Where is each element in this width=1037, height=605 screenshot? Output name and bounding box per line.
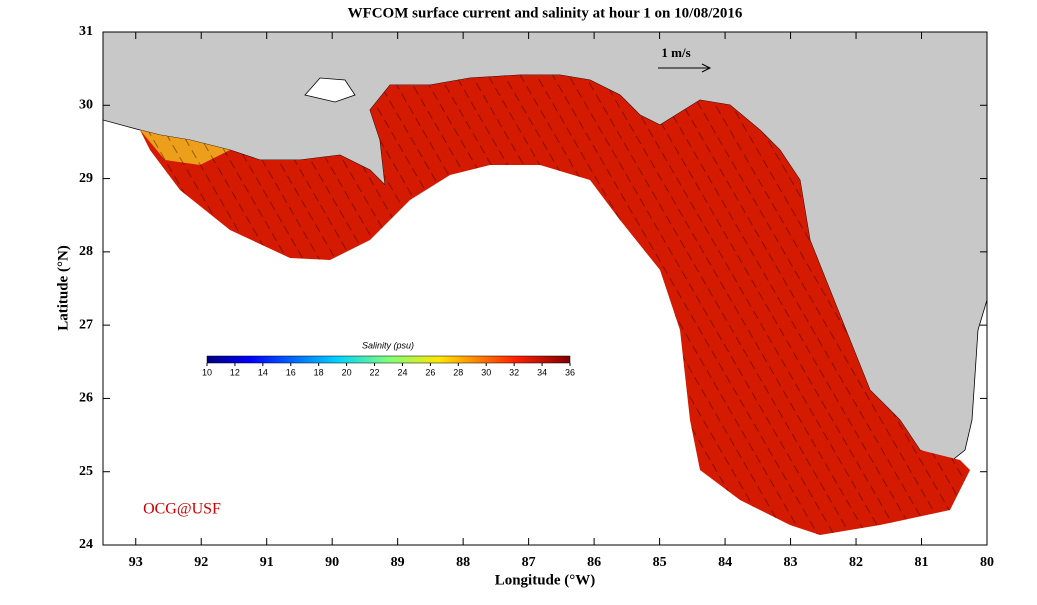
scale-label: 1 m/s bbox=[661, 45, 690, 60]
x-tick-label: 80 bbox=[980, 555, 994, 570]
colorbar-title: Salinity (psu) bbox=[362, 340, 414, 350]
colorbar-tick-label: 32 bbox=[509, 367, 519, 377]
y-tick-label: 27 bbox=[79, 317, 93, 332]
colorbar-tick-label: 18 bbox=[314, 367, 324, 377]
scale-arrow-head bbox=[701, 63, 712, 73]
colorbar-tick-label: 30 bbox=[481, 367, 491, 377]
colorbar-tick-label: 24 bbox=[397, 367, 407, 377]
colorbar bbox=[206, 355, 571, 364]
x-tick-label: 88 bbox=[456, 555, 470, 570]
y-tick-label: 28 bbox=[79, 244, 93, 259]
x-tick-label: 89 bbox=[391, 555, 405, 570]
x-tick-label: 82 bbox=[849, 555, 863, 570]
colorbar-tick-label: 26 bbox=[425, 367, 435, 377]
colorbar-tick-label: 20 bbox=[342, 367, 352, 377]
colorbar-tick-label: 36 bbox=[565, 367, 575, 377]
x-axis-label: Longitude (°W) bbox=[495, 572, 596, 588]
y-tick-label: 26 bbox=[79, 391, 93, 406]
plot-frame bbox=[102, 31, 988, 546]
y-tick-label: 24 bbox=[79, 537, 93, 552]
x-tick-label: 81 bbox=[915, 555, 929, 570]
colorbar-tick-label: 14 bbox=[258, 367, 268, 377]
y-tick-label: 30 bbox=[79, 98, 93, 113]
title: WFCOM surface current and salinity at ho… bbox=[348, 5, 743, 21]
colorbar-tick-label: 10 bbox=[202, 367, 212, 377]
x-tick-label: 92 bbox=[194, 555, 208, 570]
y-tick-label: 31 bbox=[79, 24, 93, 39]
x-tick-label: 90 bbox=[325, 555, 339, 570]
x-tick-label: 86 bbox=[587, 555, 601, 570]
x-tick-label: 85 bbox=[653, 555, 667, 570]
x-tick-label: 83 bbox=[784, 555, 798, 570]
lake bbox=[304, 77, 356, 103]
colorbar-tick-label: 16 bbox=[286, 367, 296, 377]
x-tick-label: 87 bbox=[522, 555, 536, 570]
y-tick-label: 25 bbox=[79, 464, 93, 479]
credit: OCG@USF bbox=[143, 501, 221, 518]
current-vectors bbox=[140, 75, 970, 535]
colorbar-tick-label: 28 bbox=[453, 367, 463, 377]
y-axis-label: Latitude (°N) bbox=[55, 245, 71, 331]
x-tick-label: 84 bbox=[718, 555, 732, 570]
colorbar-tick-label: 22 bbox=[370, 367, 380, 377]
x-tick-label: 91 bbox=[260, 555, 274, 570]
colorbar-tick-label: 34 bbox=[537, 367, 547, 377]
y-tick-label: 29 bbox=[79, 171, 93, 186]
colorbar-tick-label: 12 bbox=[230, 367, 240, 377]
x-tick-label: 93 bbox=[129, 555, 143, 570]
